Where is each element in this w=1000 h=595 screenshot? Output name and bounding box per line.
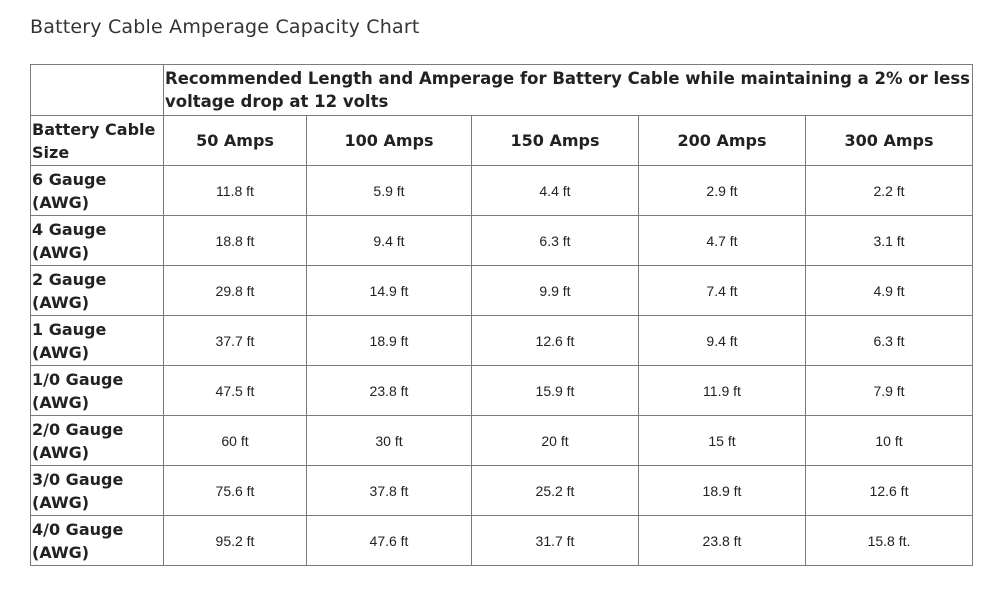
table-cell: 9.9 ft: [471, 265, 639, 316]
row-label: 4 Gauge (AWG): [30, 215, 164, 266]
table-cell: 4.9 ft: [804, 265, 974, 316]
table-cell: 75.6 ft: [163, 465, 307, 516]
table-row: 2 Gauge (AWG) 29.8 ft 14.9 ft 9.9 ft 7.4…: [30, 265, 974, 316]
table-cell: 11.8 ft: [163, 165, 307, 216]
column-header-100-amps: 100 Amps: [306, 115, 472, 166]
row-label: 1/0 Gauge (AWG): [30, 365, 164, 416]
table-cell: 5.9 ft: [306, 165, 472, 216]
table-row: 1 Gauge (AWG) 37.7 ft 18.9 ft 12.6 ft 9.…: [30, 315, 974, 366]
table-row: 3/0 Gauge (AWG) 75.6 ft 37.8 ft 25.2 ft …: [30, 465, 974, 516]
table-row: 4 Gauge (AWG) 18.8 ft 9.4 ft 6.3 ft 4.7 …: [30, 215, 974, 266]
table-cell: 7.9 ft: [804, 365, 974, 416]
amperage-table: Recommended Length and Amperage for Batt…: [30, 64, 974, 566]
table-cell: 29.8 ft: [163, 265, 307, 316]
row-label: 6 Gauge (AWG): [30, 165, 164, 216]
row-label: 3/0 Gauge (AWG): [30, 465, 164, 516]
row-label: 1 Gauge (AWG): [30, 315, 164, 366]
table-row: 2/0 Gauge (AWG) 60 ft 30 ft 20 ft 15 ft …: [30, 415, 974, 466]
table-cell: 4.7 ft: [638, 215, 806, 266]
table-cell: 23.8 ft: [306, 365, 472, 416]
table-cell: 31.7 ft: [471, 515, 639, 566]
column-header-300-amps: 300 Amps: [804, 115, 974, 166]
table-cell: 4.4 ft: [471, 165, 639, 216]
table-cell: 15 ft: [638, 415, 806, 466]
table-header-row-2: Battery Cable Size 50 Amps 100 Amps 150 …: [30, 115, 974, 166]
table-cell: 3.1 ft: [804, 215, 974, 266]
table-cell: 2.2 ft: [804, 165, 974, 216]
table-row: 4/0 Gauge (AWG) 95.2 ft 47.6 ft 31.7 ft …: [30, 515, 974, 566]
table-cell: 9.4 ft: [306, 215, 472, 266]
table-cell: 12.6 ft: [804, 465, 974, 516]
table-cell: 14.9 ft: [306, 265, 472, 316]
table-cell: 95.2 ft: [163, 515, 307, 566]
table-cell: 47.5 ft: [163, 365, 307, 416]
table-body: 6 Gauge (AWG) 11.8 ft 5.9 ft 4.4 ft 2.9 …: [30, 165, 974, 566]
table-cell: 7.4 ft: [638, 265, 806, 316]
size-column-header: Battery Cable Size: [30, 115, 164, 166]
table-cell: 11.9 ft: [638, 365, 806, 416]
table-cell: 9.4 ft: [638, 315, 806, 366]
table-cell: 15.8 ft.: [804, 515, 974, 566]
table-cell: 6.3 ft: [471, 215, 639, 266]
table-cell: 37.7 ft: [163, 315, 307, 366]
table-cell: 12.6 ft: [471, 315, 639, 366]
table-cell: 15.9 ft: [471, 365, 639, 416]
table-cell: 10 ft: [804, 415, 974, 466]
corner-cell: [30, 64, 164, 116]
table-header-row-1: Recommended Length and Amperage for Batt…: [30, 64, 974, 116]
row-label: 2/0 Gauge (AWG): [30, 415, 164, 466]
table-cell: 2.9 ft: [638, 165, 806, 216]
table-cell: 6.3 ft: [804, 315, 974, 366]
table-cell: 18.8 ft: [163, 215, 307, 266]
table-cell: 20 ft: [471, 415, 639, 466]
table-cell: 18.9 ft: [306, 315, 472, 366]
row-label: 2 Gauge (AWG): [30, 265, 164, 316]
table-cell: 47.6 ft: [306, 515, 472, 566]
table-cell: 37.8 ft: [306, 465, 472, 516]
table-cell: 18.9 ft: [638, 465, 806, 516]
column-header-200-amps: 200 Amps: [638, 115, 806, 166]
table-cell: 25.2 ft: [471, 465, 639, 516]
table-row: 6 Gauge (AWG) 11.8 ft 5.9 ft 4.4 ft 2.9 …: [30, 165, 974, 216]
page-title: Battery Cable Amperage Capacity Chart: [30, 16, 420, 38]
row-label: 4/0 Gauge (AWG): [30, 515, 164, 566]
table-span-header: Recommended Length and Amperage for Batt…: [162, 64, 974, 116]
column-header-50-amps: 50 Amps: [163, 115, 307, 166]
table-cell: 60 ft: [163, 415, 307, 466]
table-row: 1/0 Gauge (AWG) 47.5 ft 23.8 ft 15.9 ft …: [30, 365, 974, 416]
table-cell: 23.8 ft: [638, 515, 806, 566]
table-cell: 30 ft: [306, 415, 472, 466]
column-header-150-amps: 150 Amps: [471, 115, 639, 166]
